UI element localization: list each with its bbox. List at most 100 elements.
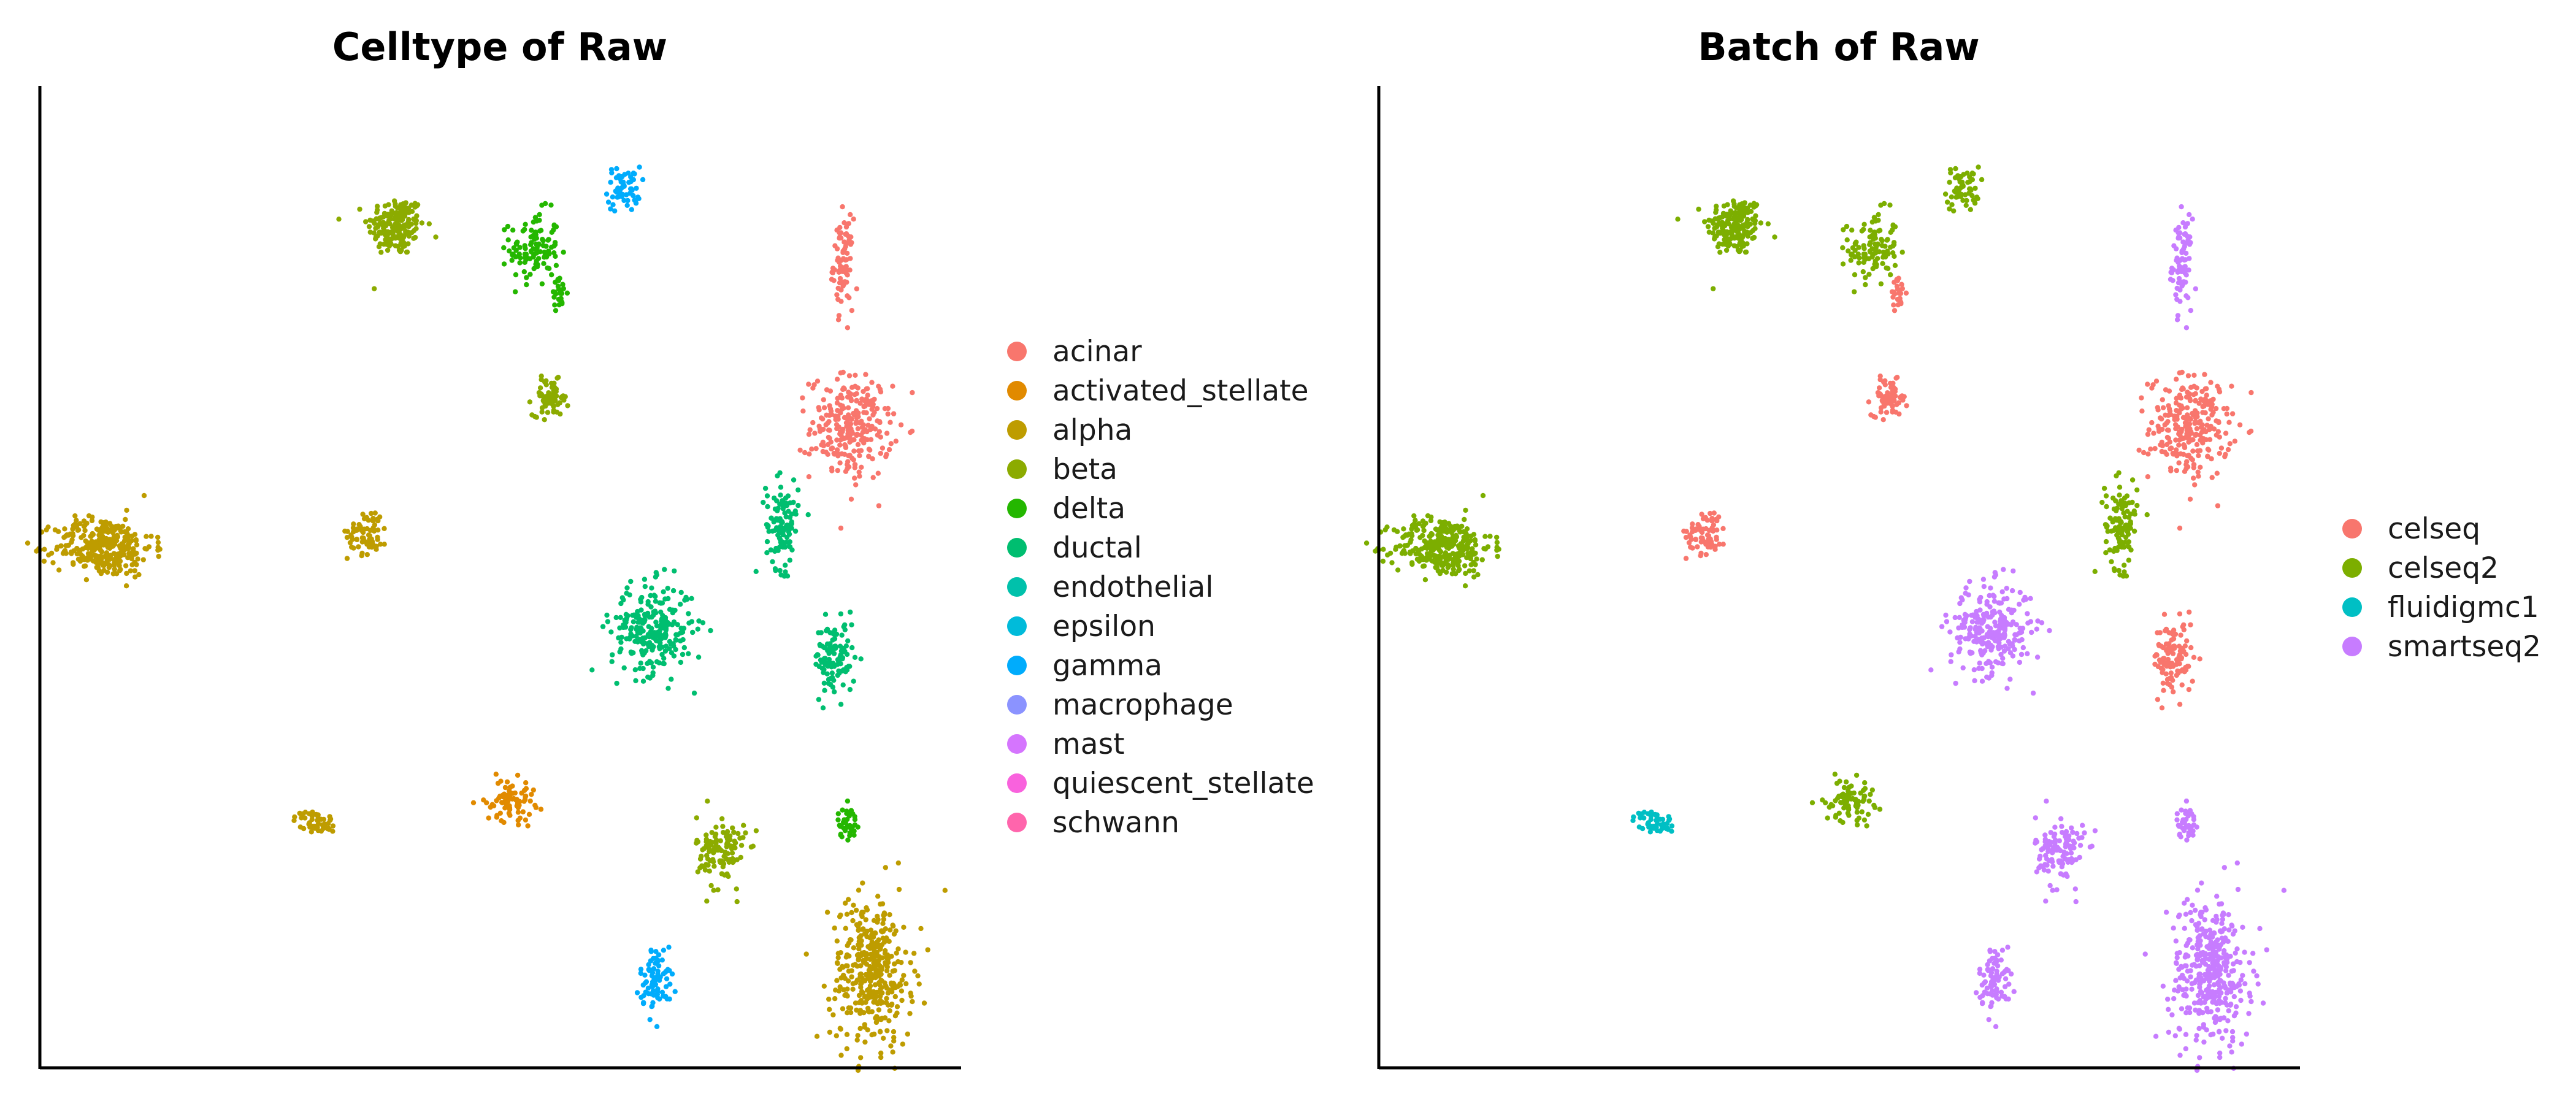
cell-point — [827, 1006, 832, 1013]
cell-point — [1868, 228, 1873, 233]
cell-point — [662, 994, 668, 1000]
cell-point — [2187, 808, 2193, 813]
cell-point — [641, 1000, 646, 1005]
cell-point — [1872, 229, 1877, 235]
cell-point — [1877, 374, 1883, 379]
cell-point — [830, 637, 835, 643]
cell-point — [840, 807, 845, 813]
cell-point — [529, 249, 534, 255]
cell-point — [1860, 799, 1866, 804]
cell-point — [1979, 177, 1985, 183]
cell-point — [890, 1049, 895, 1055]
cell-point — [1863, 282, 1868, 288]
cell-point — [356, 544, 361, 550]
cell-point — [413, 220, 419, 226]
cell-point — [515, 810, 521, 815]
cell-point — [2254, 973, 2260, 979]
cell-point — [650, 664, 656, 670]
cell-point — [848, 937, 854, 943]
cell-point — [2163, 387, 2169, 393]
cell-point — [1853, 239, 1859, 245]
cell-point — [2246, 1011, 2252, 1016]
cell-point — [835, 317, 841, 323]
cell-point — [2174, 657, 2180, 663]
cell-point — [726, 873, 731, 880]
cell-point — [1868, 412, 1874, 418]
cell-point — [1985, 614, 1991, 620]
cell-point — [835, 396, 840, 401]
cell-point — [1973, 990, 1979, 995]
cell-point — [1716, 514, 1722, 519]
cell-point — [834, 228, 840, 233]
cell-point — [892, 994, 899, 1000]
cell-point — [834, 960, 840, 965]
cluster-smartseq2 — [2142, 860, 2287, 1073]
cell-point — [1953, 680, 1958, 686]
cell-point — [1841, 805, 1847, 811]
cell-point — [406, 210, 412, 215]
cell-point — [1428, 548, 1434, 554]
cell-point — [2169, 266, 2175, 271]
cell-point — [414, 213, 420, 219]
cell-point — [1989, 670, 1995, 676]
cell-point — [1984, 661, 1989, 667]
cell-point — [1706, 533, 1711, 539]
cell-point — [1735, 243, 1740, 250]
cell-point — [1420, 564, 1426, 569]
cell-point — [133, 537, 139, 543]
cell-point — [1464, 555, 1470, 561]
cell-point — [104, 526, 110, 531]
cell-point — [2129, 477, 2136, 483]
cell-point — [1858, 790, 1863, 796]
cell-point — [800, 408, 806, 414]
cell-point — [1479, 557, 1485, 562]
cell-point — [1891, 302, 1896, 308]
cell-point — [859, 990, 865, 996]
cell-point — [689, 596, 694, 601]
cell-point — [691, 690, 697, 696]
cell-point — [1977, 967, 1983, 972]
cell-point — [1743, 249, 1749, 255]
cell-point — [645, 674, 651, 680]
cell-point — [1998, 651, 2004, 657]
legend-item-delta: delta — [1007, 492, 1125, 526]
cell-point — [835, 811, 841, 816]
cell-point — [2173, 938, 2179, 944]
cell-point — [600, 624, 606, 629]
cell-point — [2248, 389, 2254, 396]
cell-point — [876, 937, 881, 943]
cell-point — [532, 802, 538, 808]
cell-point — [617, 649, 623, 655]
cell-point — [900, 1041, 906, 1047]
cell-point — [136, 572, 142, 578]
cell-point — [708, 883, 714, 889]
cell-point — [2217, 901, 2222, 907]
cell-point — [648, 643, 654, 649]
cell-point — [851, 410, 856, 416]
cell-point — [655, 968, 661, 974]
cell-point — [857, 473, 862, 479]
cell-point — [1654, 824, 1659, 830]
cell-point — [2191, 654, 2197, 661]
cluster-smartseq2 — [2168, 204, 2198, 331]
cell-point — [861, 440, 867, 446]
cell-point — [2126, 544, 2132, 550]
cell-point — [1464, 546, 1470, 551]
cell-point — [723, 849, 728, 855]
cell-point — [516, 822, 521, 828]
cell-point — [1401, 534, 1407, 539]
legend-swatch — [1007, 656, 1027, 675]
cell-point — [2209, 456, 2214, 462]
cell-point — [2192, 907, 2198, 913]
cell-point — [1866, 272, 1872, 277]
cell-point — [90, 531, 95, 537]
cell-point — [2196, 401, 2202, 406]
cell-point — [502, 805, 508, 811]
cell-point — [2215, 383, 2220, 389]
legend-label: activated_stellate — [1052, 374, 1309, 408]
cell-point — [377, 241, 383, 247]
cell-point — [2008, 971, 2014, 977]
cell-point — [2047, 883, 2053, 889]
cell-point — [841, 435, 846, 442]
cell-point — [780, 542, 786, 547]
